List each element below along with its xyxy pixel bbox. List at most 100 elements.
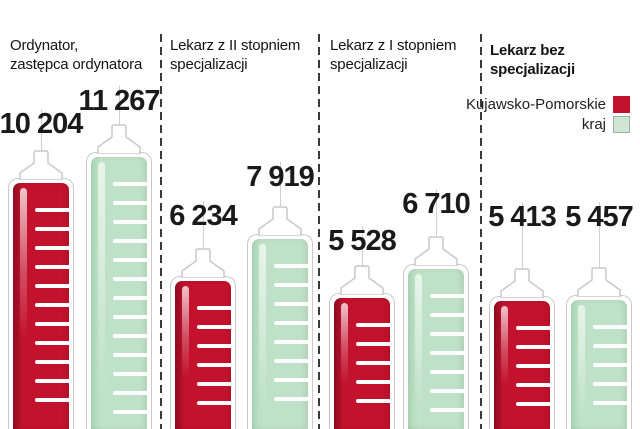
bar-value-label: 5 457	[565, 201, 634, 233]
syringe-fill	[334, 298, 390, 429]
graduation-tick	[35, 246, 69, 250]
graduation-tick	[113, 182, 147, 186]
graduation-tick	[274, 340, 308, 344]
graduation-tick	[274, 264, 308, 268]
graduation-tick	[356, 380, 390, 384]
syringe-bar	[170, 276, 236, 429]
syringe-fill	[494, 301, 550, 429]
graduation-tick	[430, 370, 464, 374]
bar-value-label: 11 267	[78, 85, 160, 117]
gloss-highlight	[341, 303, 349, 385]
bar-value-label: 6 234	[169, 200, 238, 232]
graduation-tick	[356, 399, 390, 403]
syringe-bar	[8, 178, 74, 429]
legend: Kujawsko-Pomorskie kraj	[466, 96, 630, 136]
needle-line	[522, 202, 523, 269]
graduation-tick	[113, 334, 147, 338]
graduation-tick	[274, 359, 308, 363]
syringe-bar	[403, 264, 469, 429]
graduation-tick	[113, 391, 147, 395]
graduation-tick	[593, 382, 627, 386]
graduation-tick	[430, 294, 464, 298]
legend-item-region: Kujawsko-Pomorskie	[466, 96, 630, 113]
graduation-tick	[274, 302, 308, 306]
legend-label-country: kraj	[581, 116, 606, 133]
graduation-tick	[113, 410, 147, 414]
category-header-lekarz-i: Lekarz z I stopniem specjalizacji	[330, 37, 480, 75]
graduation-tick	[356, 361, 390, 365]
syringe-neck	[258, 206, 302, 236]
legend-swatch-country	[613, 116, 630, 133]
syringe-fill	[175, 281, 231, 429]
syringe-bar	[489, 296, 555, 429]
bar-value-label: 10 204	[0, 108, 83, 140]
syringe-bar	[86, 152, 152, 429]
category-header-line: specjalizacji	[330, 55, 408, 73]
category-header-line: Lekarz z I stopniem	[330, 37, 457, 54]
gloss-highlight	[501, 306, 509, 386]
syringe-neck	[97, 124, 141, 154]
syringe-fill	[408, 269, 464, 429]
gloss-highlight	[259, 244, 267, 406]
syringe-fill	[252, 239, 308, 429]
graduation-tick	[197, 344, 231, 348]
graduation-tick	[516, 345, 550, 349]
needle-line	[119, 86, 120, 125]
bar-value-label: 6 710	[402, 188, 471, 220]
category-header-line: specjalizacji	[170, 55, 248, 73]
graduation-tick	[113, 258, 147, 262]
graduation-tick	[35, 398, 69, 402]
graduation-tick	[356, 323, 390, 327]
category-header-line: zastępca ordynatora	[10, 55, 143, 73]
graduation-tick	[35, 303, 69, 307]
gloss-highlight	[98, 162, 106, 394]
graduation-tick	[430, 408, 464, 412]
syringe-neck	[340, 265, 384, 295]
graduation-tick	[113, 277, 147, 281]
graduation-tick	[113, 372, 147, 376]
syringe-bar	[247, 234, 313, 429]
needle-line	[362, 226, 363, 266]
graduation-tick	[593, 363, 627, 367]
graduation-tick	[274, 378, 308, 382]
graduation-tick	[113, 315, 147, 319]
category-header-line: Ordynator,	[10, 37, 79, 54]
graduation-tick	[356, 342, 390, 346]
bar-value-label: 7 919	[246, 161, 315, 193]
graduation-tick	[197, 401, 231, 405]
needle-line	[41, 109, 42, 151]
graduation-tick	[113, 296, 147, 300]
graduation-tick	[516, 383, 550, 387]
syringe-neck	[414, 236, 458, 266]
syringe-neck	[19, 150, 63, 180]
category-header-line: Lekarz bez specjalizacji	[490, 42, 575, 78]
category-header-ordynator: Ordynator, zastępca ordynatora	[10, 37, 160, 75]
graduation-tick	[35, 265, 69, 269]
graduation-tick	[593, 325, 627, 329]
graduation-tick	[35, 322, 69, 326]
category-header-lekarz-ii: Lekarz z II stopniem specjalizacji	[170, 37, 320, 75]
graduation-tick	[430, 351, 464, 355]
graduation-tick	[113, 353, 147, 357]
graduation-tick	[593, 401, 627, 405]
graduation-tick	[197, 363, 231, 367]
syringe-fill	[91, 157, 147, 429]
needle-line	[599, 202, 600, 268]
syringe-fill	[571, 300, 627, 429]
graduation-tick	[593, 344, 627, 348]
legend-label-region: Kujawsko-Pomorskie	[465, 96, 606, 113]
needle-line	[203, 201, 204, 249]
legend-swatch-region	[613, 96, 630, 113]
graduation-tick	[430, 313, 464, 317]
graduation-tick	[113, 239, 147, 243]
graduation-tick	[197, 306, 231, 310]
bar-value-label: 5 413	[488, 201, 557, 233]
graduation-tick	[430, 332, 464, 336]
syringe-neck	[500, 268, 544, 298]
graduation-tick	[35, 341, 69, 345]
graduation-tick	[35, 227, 69, 231]
graduation-tick	[197, 325, 231, 329]
category-header-line: Lekarz z II stopniem	[170, 37, 301, 54]
category-divider-3	[480, 34, 482, 429]
